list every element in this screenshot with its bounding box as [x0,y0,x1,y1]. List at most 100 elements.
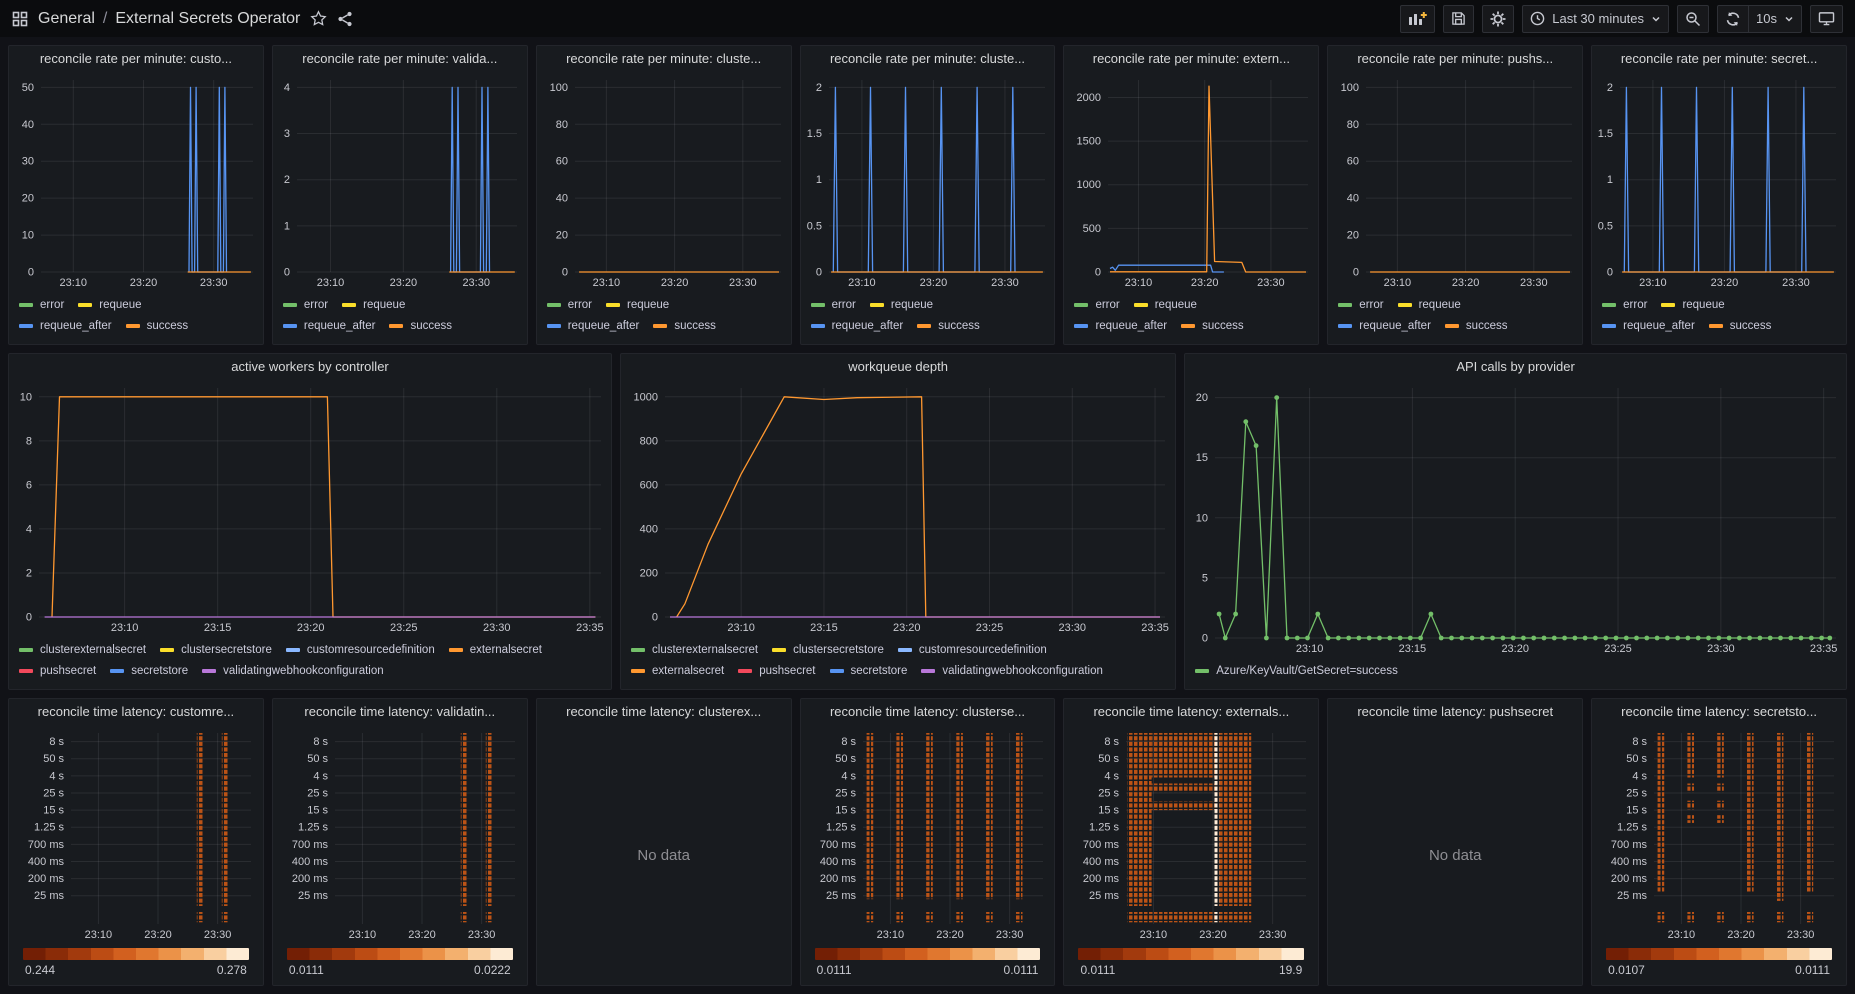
legend-item-requeue[interactable]: requeue [1133,299,1197,311]
legend-item-requeue[interactable]: requeue [78,299,142,311]
share-icon[interactable] [337,11,353,27]
legend-item-success[interactable]: success [917,320,980,332]
heatmap-canvas[interactable]: 23:10 23:20 23:30 8 s 50 s 4 s 25 s 15 s 1.25 s 7… [1592,725,1846,944]
panel-title[interactable]: reconcile time latency: externals... [1093,704,1290,719]
refresh-interval-dropdown[interactable]: 10s [1749,4,1802,33]
heatmap-area[interactable]: 23:10 23:20 23:30 8 s 50 s 4 s 25 s 15 s 1.25 s 7… [1592,725,1846,944]
legend-item-requeue[interactable]: requeue [1661,299,1725,311]
legend-item-requeue-after[interactable]: requeue_after [19,320,112,332]
chart-canvas[interactable]: 23:10 23:20 23:30 0 20 40 60 80 100 [537,72,791,292]
legend-item-azure-keyvault-getsecret-success[interactable]: Azure/KeyVault/GetSecret=success [1195,665,1398,677]
chart-area[interactable]: 23:10 23:20 23:30 0 20 40 60 80 100 [537,72,791,292]
heatmap-canvas[interactable]: 23:10 23:20 23:30 8 s 50 s 4 s 25 s 15 s 1.25 s 7… [273,725,527,944]
legend-item-clusterexternalsecret[interactable]: clusterexternalsecret [631,644,758,656]
heatmap-area[interactable]: 23:10 23:20 23:30 8 s 50 s 4 s 25 s 15 s 1.25 s 7… [9,725,263,944]
chart-canvas[interactable]: 23:10 23:20 23:30 0 20 40 60 80 100 [1328,72,1582,292]
legend-item-customresourcedefinition[interactable]: customresourcedefinition [285,644,435,656]
panel-title[interactable]: workqueue depth [848,359,948,374]
panel-title[interactable]: reconcile time latency: customre... [37,704,235,719]
chart-area[interactable]: 23:10 23:20 23:30 0 1 2 3 4 [273,72,527,292]
legend-item-validatingwebhookconfiguration[interactable]: validatingwebhookconfiguration [921,665,1103,677]
legend-item-error[interactable]: error [1338,299,1384,311]
panel-title[interactable]: reconcile rate per minute: pushs... [1357,51,1554,66]
legend-item-externalsecret[interactable]: externalsecret [448,644,542,656]
chart-canvas[interactable]: 23:10 23:20 23:30 0 1 2 3 4 [273,72,527,292]
legend-item-requeue-after[interactable]: requeue_after [1602,320,1695,332]
chart-area[interactable]: 23:10 23:15 23:20 23:25 23:30 23:35 0 5 10 15 20 [1185,380,1846,658]
chart-area[interactable]: 23:10 23:20 23:30 0 0.5 1 1.5 2 [1592,72,1846,292]
chart-area[interactable]: 23:10 23:15 23:20 23:25 23:30 23:35 0 200 400 600… [621,380,1175,637]
legend-item-success[interactable]: success [1444,320,1507,332]
chart-area[interactable]: 23:10 23:15 23:20 23:25 23:30 23:35 0 2 4 6 8 10 [9,380,611,637]
legend-item-requeue-after[interactable]: requeue_after [810,320,903,332]
chart-area[interactable]: 23:10 23:20 23:30 0 500 1000 1500 2000 [1064,72,1318,292]
panel-title[interactable]: reconcile rate per minute: extern... [1092,51,1290,66]
save-dashboard-button[interactable] [1443,4,1475,33]
panel-title[interactable]: reconcile time latency: validatin... [304,704,496,719]
chart-canvas[interactable]: 23:10 23:20 23:30 0 0.5 1 1.5 2 [801,72,1055,292]
chart-canvas[interactable]: 23:10 23:15 23:20 23:25 23:30 23:35 0 5 10 15 20 [1185,380,1846,658]
legend-item-error[interactable]: error [1074,299,1120,311]
legend-item-requeue[interactable]: requeue [606,299,669,311]
panel-title[interactable]: reconcile rate per minute: secret... [1620,51,1818,66]
heatmap-area[interactable]: 23:10 23:20 23:30 8 s 50 s 4 s 25 s 15 s 1.25 s 7… [1064,725,1318,944]
legend-item-success[interactable]: success [653,320,716,332]
legend-item-success[interactable]: success [389,320,452,332]
star-icon[interactable] [310,10,327,27]
cycle-view-button[interactable] [1810,4,1843,33]
legend-item-requeue[interactable]: requeue [342,299,405,311]
legend-item-requeue-after[interactable]: requeue_after [1074,320,1167,332]
legend-item-requeue-after[interactable]: requeue_after [282,320,375,332]
heatmap-canvas[interactable]: 23:10 23:20 23:30 8 s 50 s 4 s 25 s 15 s 1.25 s 7… [9,725,263,944]
heatmap-area[interactable]: 23:10 23:20 23:30 8 s 50 s 4 s 25 s 15 s 1.25 s 7… [273,725,527,944]
panel-title[interactable]: reconcile time latency: clusterex... [566,704,762,719]
legend-item-error[interactable]: error [19,299,64,311]
dashboard-title[interactable]: External Secrets Operator [115,9,301,27]
legend-item-error[interactable]: error [282,299,328,311]
dashboard-settings-button[interactable] [1482,4,1515,33]
chart-canvas[interactable]: 23:10 23:20 23:30 0 10 20 30 40 50 [9,72,263,292]
legend-item-externalsecret[interactable]: externalsecret [631,665,724,677]
panel-title[interactable]: active workers by controller [231,359,389,374]
legend-item-requeue[interactable]: requeue [869,299,933,311]
legend-item-validatingwebhookconfiguration[interactable]: validatingwebhookconfiguration [202,665,384,677]
legend-item-customresourcedefinition[interactable]: customresourcedefinition [897,644,1047,656]
chart-area[interactable]: 23:10 23:20 23:30 0 20 40 60 80 100 [1328,72,1582,292]
heatmap-canvas[interactable]: 23:10 23:20 23:30 8 s 50 s 4 s 25 s 15 s 1.25 s 7… [801,725,1055,944]
legend-item-requeue[interactable]: requeue [1397,299,1461,311]
panel-title[interactable]: reconcile time latency: pushsecret [1357,704,1554,719]
panel-title[interactable]: reconcile time latency: clusterse... [829,704,1026,719]
legend-item-clusterexternalsecret[interactable]: clusterexternalsecret [19,644,146,656]
legend-item-success[interactable]: success [1181,320,1244,332]
legend-item-success[interactable]: success [125,320,188,332]
panel-title[interactable]: reconcile rate per minute: cluste... [829,51,1026,66]
chart-area[interactable]: 23:10 23:20 23:30 0 0.5 1 1.5 2 [801,72,1055,292]
add-panel-button[interactable] [1400,4,1436,33]
panel-title[interactable]: reconcile rate per minute: cluste... [566,51,762,66]
time-range-picker[interactable]: Last 30 minutes [1522,4,1670,33]
legend-item-secretstore[interactable]: secretstore [829,665,907,677]
panel-title[interactable]: reconcile rate per minute: valida... [302,51,498,66]
chart-canvas[interactable]: 23:10 23:20 23:30 0 500 1000 1500 2000 [1064,72,1318,292]
legend-item-error[interactable]: error [546,299,592,311]
panel-title[interactable]: API calls by provider [1456,359,1575,374]
chart-canvas[interactable]: 23:10 23:20 23:30 0 0.5 1 1.5 2 [1592,72,1846,292]
chart-canvas[interactable]: 23:10 23:15 23:20 23:25 23:30 23:35 0 2 4 6 8 10 [9,380,611,637]
apps-grid-icon[interactable] [12,11,28,27]
heatmap-area[interactable]: 23:10 23:20 23:30 8 s 50 s 4 s 25 s 15 s 1.25 s 7… [801,725,1055,944]
legend-item-success[interactable]: success [1708,320,1771,332]
legend-item-pushsecret[interactable]: pushsecret [738,665,816,677]
panel-title[interactable]: reconcile time latency: secretsto... [1621,704,1817,719]
heatmap-canvas[interactable]: 23:10 23:20 23:30 8 s 50 s 4 s 25 s 15 s 1.25 s 7… [1064,725,1318,944]
legend-item-requeue-after[interactable]: requeue_after [1338,320,1431,332]
legend-item-error[interactable]: error [1602,299,1647,311]
chart-canvas[interactable]: 23:10 23:15 23:20 23:25 23:30 23:35 0 200 400 600… [621,380,1175,637]
legend-item-secretstore[interactable]: secretstore [110,665,188,677]
panel-title[interactable]: reconcile rate per minute: custo... [39,51,233,66]
legend-item-error[interactable]: error [810,299,856,311]
refresh-button[interactable] [1717,4,1750,33]
legend-item-pushsecret[interactable]: pushsecret [19,665,96,677]
zoom-out-button[interactable] [1677,4,1710,33]
legend-item-clustersecretstore[interactable]: clustersecretstore [160,644,272,656]
chart-area[interactable]: 23:10 23:20 23:30 0 10 20 30 40 50 [9,72,263,292]
